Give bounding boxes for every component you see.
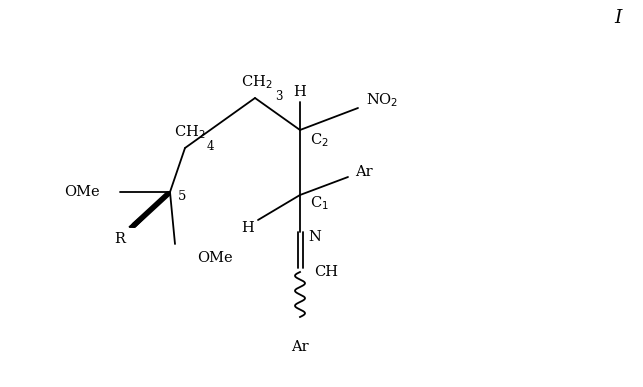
Polygon shape	[129, 192, 170, 227]
Text: Ar: Ar	[291, 340, 309, 354]
Text: OMe: OMe	[197, 251, 233, 265]
Text: H: H	[242, 221, 255, 235]
Text: I: I	[614, 9, 622, 27]
Text: 3: 3	[275, 89, 282, 103]
Text: CH$_2$: CH$_2$	[174, 123, 206, 141]
Text: NO$_2$: NO$_2$	[366, 91, 398, 109]
Text: Ar: Ar	[355, 165, 373, 179]
Text: CH$_2$: CH$_2$	[241, 73, 273, 91]
Text: 5: 5	[178, 190, 186, 204]
Text: N: N	[308, 230, 321, 244]
Text: H: H	[294, 85, 306, 99]
Text: CH: CH	[314, 265, 338, 279]
Text: OMe: OMe	[64, 185, 100, 199]
Text: C$_2$: C$_2$	[310, 131, 329, 149]
Text: R: R	[114, 232, 125, 246]
Text: 4: 4	[207, 139, 215, 152]
Text: C$_1$: C$_1$	[310, 194, 329, 212]
